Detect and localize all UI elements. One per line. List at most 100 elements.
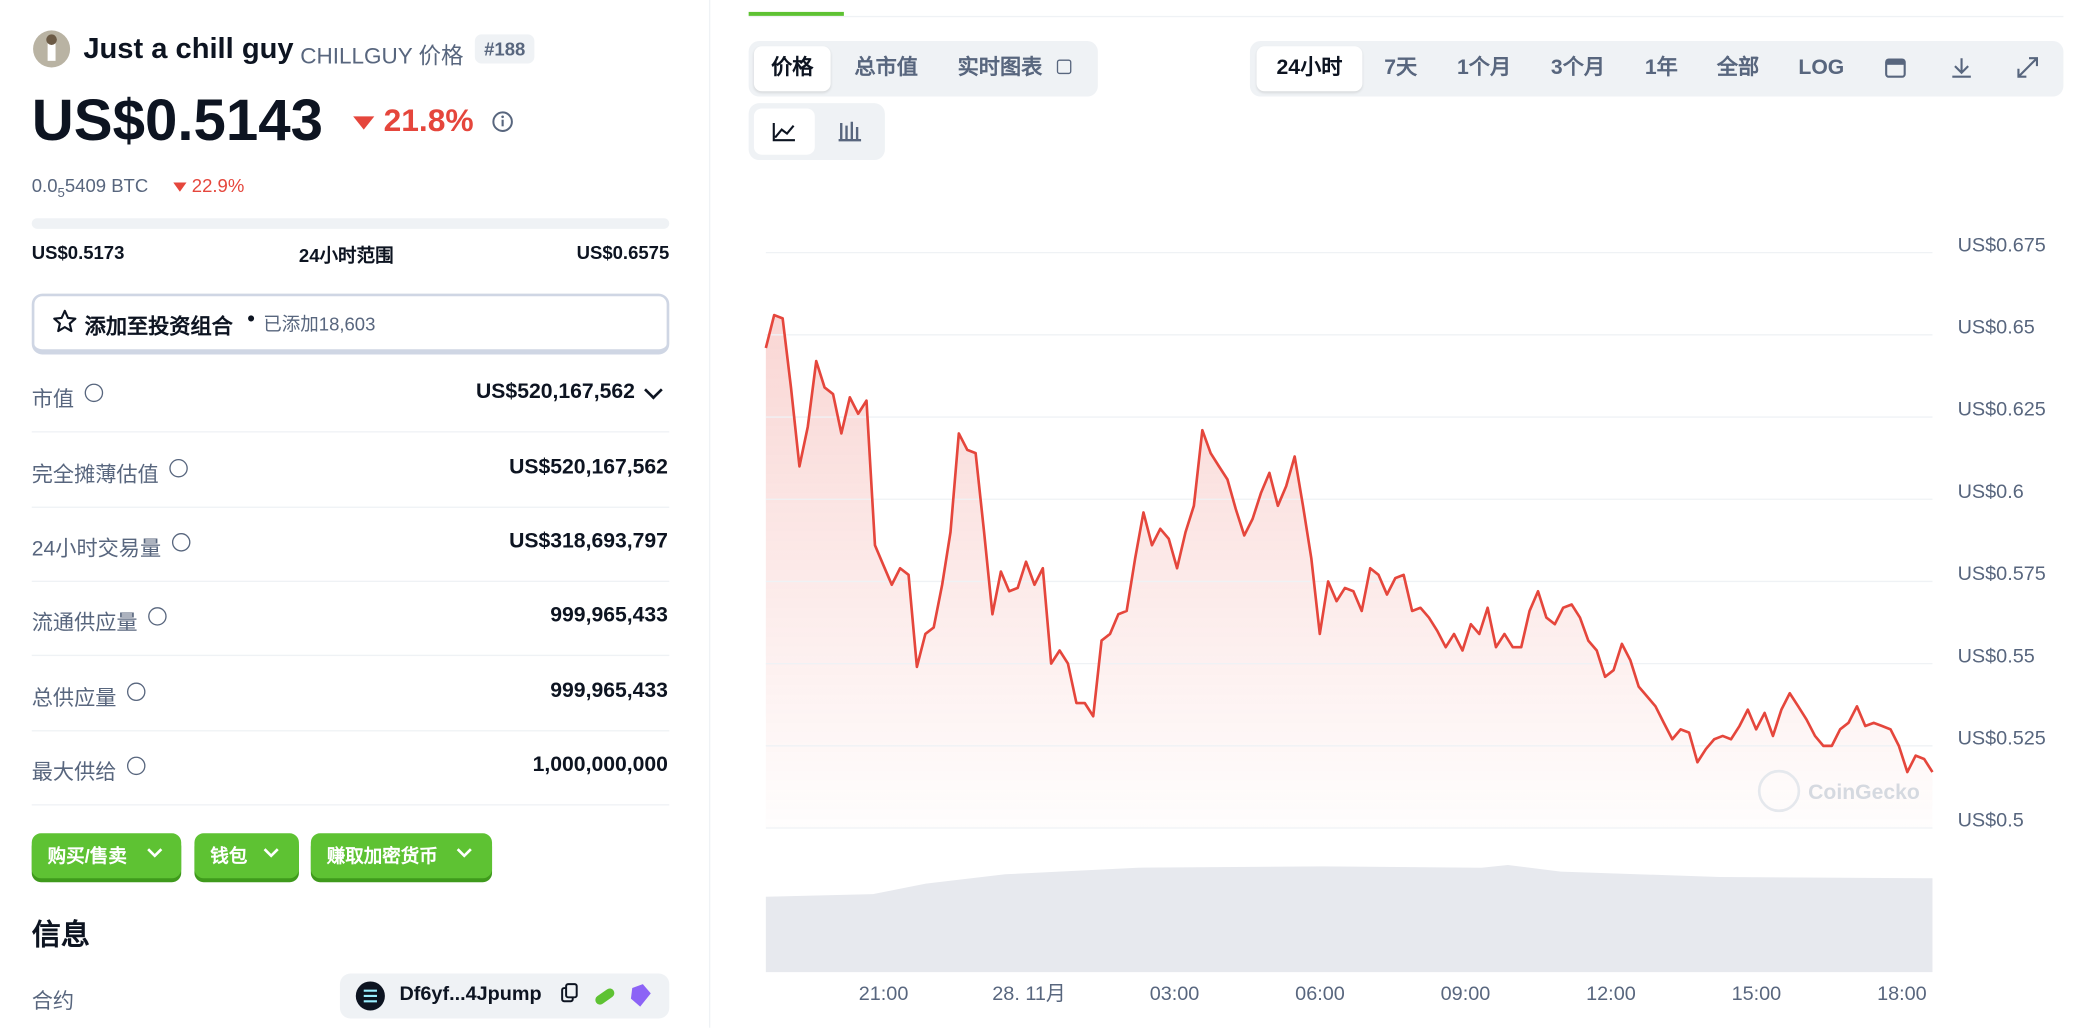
range-tab[interactable]: 1个月 xyxy=(1457,56,1512,80)
price-line xyxy=(764,313,1934,774)
star-icon xyxy=(53,309,77,333)
chevron xyxy=(456,848,472,858)
info-icon[interactable] xyxy=(126,756,146,776)
chevron xyxy=(147,848,163,858)
contract-actions[interactable] xyxy=(558,983,659,1009)
external-link-icon xyxy=(1056,59,1072,75)
y-tick-label: US$0.625 xyxy=(1958,399,2046,421)
range-tabs xyxy=(1249,41,2064,97)
down-arrow xyxy=(353,116,375,130)
btc-prefix: 0.0 xyxy=(31,174,58,196)
coin-avatar xyxy=(33,30,71,68)
stat-label: 总供应量 xyxy=(31,687,117,711)
range-high: US$0.6575 xyxy=(576,242,670,264)
price-change: 21.8% xyxy=(383,103,474,139)
stat-value: US$318,693,797 xyxy=(509,530,668,553)
coin-rank: #188 xyxy=(474,34,535,64)
info-title: 信息 xyxy=(31,917,90,952)
wallet-button[interactable]: 钱包 xyxy=(194,833,299,879)
y-tick-label: US$0.55 xyxy=(1958,645,2035,667)
y-tick-label: US$0.575 xyxy=(1958,563,2046,585)
button-label: 钱包 xyxy=(210,845,248,867)
coin-name: Just a chill guy xyxy=(83,31,294,65)
chart-tab[interactable]: 价格 xyxy=(753,46,831,92)
stat-label: 完全摊薄估值 xyxy=(31,464,159,487)
stat-value: 999,965,433 xyxy=(550,604,668,627)
watermark-logo xyxy=(1757,769,1801,813)
stat-value: US$520,167,562 xyxy=(476,380,635,404)
coin-price: US$0.5143 xyxy=(31,88,323,154)
x-tick-label: 09:00 xyxy=(1441,983,1491,1005)
y-tick-label: US$0.5 xyxy=(1958,810,2024,832)
active-tab-marker xyxy=(748,11,844,16)
row-separator xyxy=(31,580,670,582)
style-icons xyxy=(753,108,862,155)
contract-address: Df6yf...4Jpump xyxy=(399,982,542,1006)
price-area xyxy=(765,315,1933,829)
portfolio-added: 已添加18,603 xyxy=(263,313,376,335)
stat-label: 24小时交易量 xyxy=(31,538,162,561)
solana-icon xyxy=(355,981,385,1011)
row-separator xyxy=(31,506,670,508)
contract-box[interactable] xyxy=(339,973,670,1019)
watermark: CoinGecko xyxy=(1808,781,1920,804)
btc-price: 0.055409 BTC xyxy=(32,175,149,201)
divider xyxy=(708,0,711,1028)
chevron xyxy=(263,848,279,858)
y-tick-label: US$0.675 xyxy=(1958,234,2046,256)
btc-sub: 5 xyxy=(57,186,65,201)
button-label: 赚取加密货币 xyxy=(326,845,438,867)
stat-value: US$520,167,562 xyxy=(509,456,668,479)
range-label: 24小时范围 xyxy=(298,244,394,266)
x-tick-label: 18:00 xyxy=(1877,983,1927,1005)
x-tick-label: 21:00 xyxy=(859,983,909,1005)
down-arrow xyxy=(173,182,187,192)
volume-area xyxy=(765,865,1933,973)
y-tick-label: US$0.6 xyxy=(1958,481,2024,503)
row-separator xyxy=(31,654,670,657)
range-low: US$0.5173 xyxy=(31,242,125,264)
stat-label: 流通供应量 xyxy=(31,612,138,635)
range-tab[interactable]: 全部 xyxy=(1716,56,1760,80)
info-icon[interactable] xyxy=(126,682,146,702)
tab-underline xyxy=(748,15,2064,18)
x-tick-label: 15:00 xyxy=(1732,983,1782,1005)
x-tick-label: 03:00 xyxy=(1150,983,1200,1005)
stat-label: 最大供给 xyxy=(31,761,117,785)
range-tab[interactable]: 3个月 xyxy=(1550,56,1606,80)
portfolio-button[interactable] xyxy=(31,293,670,355)
button-label: 购买/售卖 xyxy=(47,845,127,867)
stat-value: 1,000,000,000 xyxy=(532,753,668,777)
info-icon[interactable] xyxy=(84,383,104,403)
info-icon[interactable] xyxy=(491,110,515,134)
range-tab[interactable]: 1年 xyxy=(1644,56,1678,80)
x-tick-label: 06:00 xyxy=(1295,983,1345,1005)
chart-tab[interactable]: 总市值 xyxy=(854,56,918,80)
stat-label: 市值 xyxy=(31,388,75,412)
portfolio-label: 添加至投资组合 xyxy=(84,316,233,339)
range-tab[interactable]: 7天 xyxy=(1384,56,1418,80)
info-icon[interactable] xyxy=(169,458,188,478)
row-separator xyxy=(31,431,670,433)
earn-button[interactable]: 赚取加密货币 xyxy=(310,833,493,879)
btc-change: 22.9% xyxy=(191,174,245,196)
x-tick-label: 12:00 xyxy=(1586,983,1636,1005)
range-tab[interactable]: LOG xyxy=(1798,56,1845,80)
x-tick-label: 28. 11月 xyxy=(992,983,1065,1005)
range-tab[interactable]: 24小时 xyxy=(1256,46,1363,92)
dot: • xyxy=(247,308,255,331)
tool-icons[interactable] xyxy=(1878,50,2050,87)
y-tick-label: US$0.65 xyxy=(1958,317,2035,339)
stat-value: 999,965,433 xyxy=(550,679,668,703)
info-icon[interactable] xyxy=(171,533,191,552)
info-icon[interactable] xyxy=(148,607,167,626)
range-bar xyxy=(31,218,670,229)
y-tick-label: US$0.525 xyxy=(1958,727,2046,749)
candle-style-button[interactable] xyxy=(838,121,862,142)
btc-rest: 5409 BTC xyxy=(64,174,149,196)
chart-tab[interactable]: 实时图表 xyxy=(957,56,1043,80)
row-separator xyxy=(31,804,670,806)
